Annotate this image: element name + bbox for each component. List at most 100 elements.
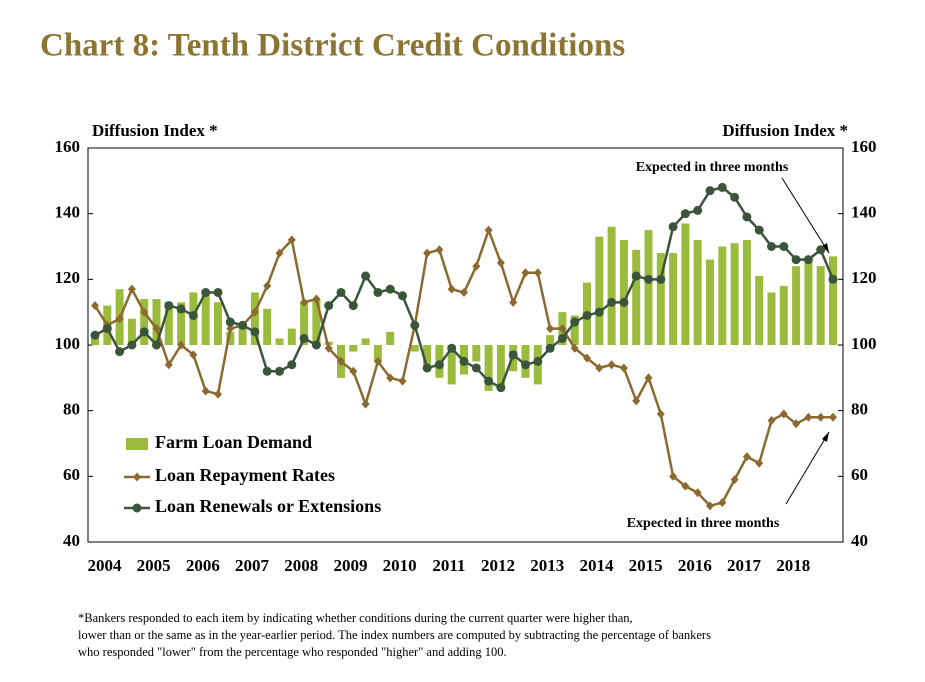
- point: [471, 363, 481, 373]
- x-tick-label: 2008: [284, 556, 318, 575]
- point: [287, 360, 297, 370]
- point: [730, 192, 740, 202]
- point: [312, 294, 321, 304]
- bar: [804, 259, 813, 345]
- legend-label: Loan Renewals or Extensions: [155, 496, 381, 516]
- legend-marker: [133, 472, 141, 482]
- y-tick-label: 140: [55, 203, 81, 222]
- bar: [730, 243, 739, 345]
- bar: [91, 335, 99, 345]
- bar: [238, 325, 247, 345]
- bar: [829, 256, 837, 345]
- bar: [472, 345, 481, 362]
- bar: [152, 299, 161, 345]
- bar: [693, 239, 702, 345]
- x-tick-label: 2011: [432, 556, 465, 575]
- bar: [127, 318, 136, 345]
- x-tick-label: 2016: [678, 556, 712, 575]
- point: [90, 330, 100, 340]
- point: [410, 320, 420, 330]
- point: [668, 222, 678, 232]
- chart-title: Chart 8: Tenth District Credit Condition…: [40, 28, 625, 64]
- point: [816, 412, 825, 422]
- legend-swatch: [126, 438, 148, 450]
- point: [718, 498, 727, 508]
- point: [250, 327, 260, 337]
- point: [459, 356, 469, 366]
- bar: [349, 345, 358, 352]
- point: [214, 389, 222, 399]
- bar: [767, 292, 776, 345]
- bar: [164, 302, 173, 345]
- y-tick-label: 160: [55, 137, 81, 156]
- point: [435, 245, 444, 255]
- y-tick-label: 60: [63, 465, 80, 484]
- point: [619, 297, 629, 307]
- bar: [632, 249, 641, 345]
- point: [496, 258, 505, 268]
- point: [373, 287, 383, 297]
- bar: [386, 331, 395, 345]
- y2-tick-label: 40: [851, 531, 868, 550]
- point: [533, 356, 543, 366]
- arrow-head: [822, 243, 829, 253]
- point: [164, 360, 173, 370]
- point: [631, 271, 641, 281]
- point: [693, 488, 702, 498]
- point: [681, 481, 690, 491]
- annotation-arrow: [785, 431, 830, 505]
- point: [484, 376, 494, 386]
- point: [521, 268, 530, 278]
- point: [299, 333, 309, 343]
- point: [189, 350, 198, 360]
- bar: [361, 338, 370, 345]
- point: [447, 343, 457, 353]
- bar: [287, 328, 296, 345]
- point: [287, 235, 296, 245]
- point: [546, 324, 555, 334]
- point: [275, 366, 284, 376]
- point: [275, 248, 284, 258]
- point: [201, 386, 210, 396]
- point: [644, 373, 653, 383]
- point: [717, 182, 727, 192]
- bar: [742, 239, 751, 345]
- bar: [447, 345, 456, 385]
- y2-tick-label: 120: [851, 268, 877, 287]
- x-tick-label: 2006: [186, 556, 220, 575]
- bar: [275, 338, 284, 345]
- point: [423, 248, 432, 258]
- y-tick-label: 120: [55, 268, 81, 287]
- point: [742, 452, 751, 462]
- point: [337, 356, 345, 366]
- point: [422, 363, 432, 373]
- x-tick-label: 2007: [235, 556, 270, 575]
- point: [705, 186, 715, 196]
- point: [373, 356, 382, 366]
- point: [484, 225, 493, 235]
- footnote: lower than or the same as in the year-ea…: [78, 628, 711, 642]
- point: [398, 291, 407, 301]
- bar: [177, 302, 186, 345]
- arrow-head: [822, 432, 829, 442]
- point: [324, 301, 334, 311]
- point: [595, 363, 604, 373]
- point: [693, 205, 703, 215]
- point: [213, 287, 223, 297]
- point: [557, 333, 567, 343]
- point: [102, 324, 112, 334]
- annotation: Expected in three months: [636, 160, 789, 175]
- point: [348, 301, 358, 311]
- bar: [644, 230, 653, 345]
- point: [829, 412, 837, 422]
- point: [656, 409, 665, 419]
- point: [816, 245, 826, 255]
- point: [91, 301, 99, 311]
- point: [706, 501, 714, 511]
- point: [238, 320, 248, 330]
- point: [226, 324, 235, 334]
- bar: [423, 345, 432, 365]
- point: [521, 360, 530, 370]
- y2-tick-label: 140: [851, 203, 877, 222]
